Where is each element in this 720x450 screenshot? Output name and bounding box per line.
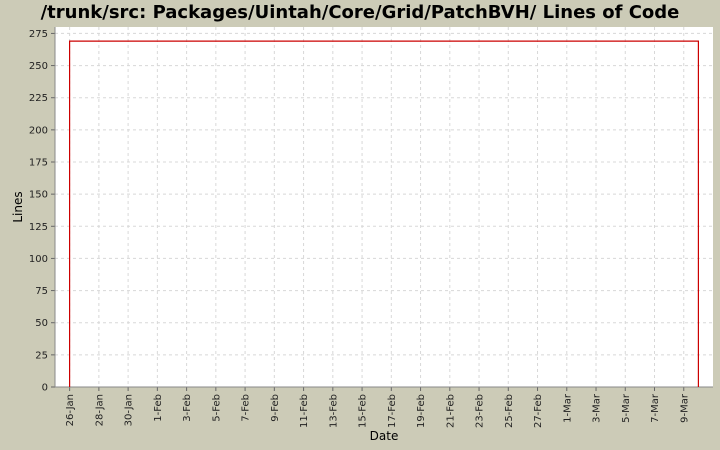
x-tick-label: 21-Feb — [445, 394, 456, 428]
x-tick-label: 7-Mar — [650, 393, 661, 423]
plot-area — [55, 27, 713, 387]
x-tick-label: 23-Feb — [475, 394, 486, 428]
x-tick-label: 1-Mar — [562, 393, 573, 423]
y-tick-label: 150 — [29, 190, 48, 201]
x-axis-label: Date — [370, 429, 399, 443]
x-tick-label: 5-Feb — [211, 394, 222, 422]
x-tick-label: 13-Feb — [328, 394, 339, 428]
y-tick-label: 0 — [42, 383, 48, 394]
chart-title: /trunk/src: Packages/Uintah/Core/Grid/Pa… — [40, 2, 680, 23]
x-tick-label: 27-Feb — [533, 394, 544, 428]
y-tick-label: 275 — [29, 29, 48, 40]
y-tick-label: 100 — [29, 254, 48, 265]
x-tick-label: 1-Feb — [153, 394, 164, 422]
y-tick-label: 200 — [29, 125, 48, 136]
x-tick-label: 11-Feb — [299, 394, 310, 428]
x-tick-label: 17-Feb — [387, 394, 398, 428]
y-tick-label: 175 — [29, 158, 48, 169]
y-tick-label: 75 — [35, 286, 48, 297]
x-tick-label: 7-Feb — [241, 394, 252, 422]
series-line — [68, 40, 700, 387]
x-tick-label: 9-Mar — [679, 393, 690, 423]
x-tick-label: 25-Feb — [504, 394, 515, 428]
x-tick-label: 30-Jan — [124, 394, 135, 426]
x-tick-label: 3-Feb — [182, 394, 193, 422]
y-tick-label: 225 — [29, 93, 48, 104]
x-tick-label: 19-Feb — [416, 394, 427, 428]
x-tick-label: 3-Mar — [592, 393, 603, 423]
y-tick-label: 25 — [35, 350, 48, 361]
x-tick-label: 9-Feb — [270, 394, 281, 422]
x-tick-label: 15-Feb — [358, 394, 369, 428]
x-tick-label: 28-Jan — [94, 394, 105, 426]
y-axis-label: Lines — [11, 191, 25, 222]
y-tick-label: 125 — [29, 222, 48, 233]
x-tick-label: 5-Mar — [621, 393, 632, 423]
y-tick-label: 250 — [29, 61, 48, 72]
y-tick-label: 50 — [35, 318, 48, 329]
x-tick-label: 26-Jan — [65, 394, 76, 426]
